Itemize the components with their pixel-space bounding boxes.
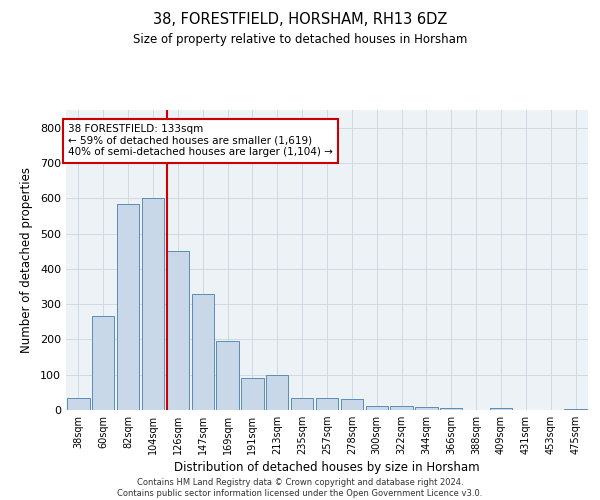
Bar — [191, 294, 214, 410]
Bar — [241, 378, 263, 410]
Y-axis label: Number of detached properties: Number of detached properties — [20, 167, 33, 353]
Text: Contains HM Land Registry data © Crown copyright and database right 2024.
Contai: Contains HM Land Registry data © Crown c… — [118, 478, 482, 498]
Text: 38 FORESTFIELD: 133sqm
← 59% of detached houses are smaller (1,619)
40% of semi-: 38 FORESTFIELD: 133sqm ← 59% of detached… — [68, 124, 333, 158]
Bar — [415, 407, 437, 410]
Bar — [117, 204, 139, 410]
Bar — [217, 341, 239, 410]
Bar — [365, 406, 388, 410]
Bar — [167, 251, 189, 410]
Bar — [266, 374, 289, 410]
Bar — [92, 316, 115, 410]
Bar — [440, 408, 463, 410]
Bar — [67, 398, 89, 410]
X-axis label: Distribution of detached houses by size in Horsham: Distribution of detached houses by size … — [174, 462, 480, 474]
Bar — [316, 398, 338, 410]
Bar — [142, 198, 164, 410]
Text: Size of property relative to detached houses in Horsham: Size of property relative to detached ho… — [133, 32, 467, 46]
Bar — [490, 408, 512, 410]
Bar — [391, 406, 413, 410]
Bar — [341, 400, 363, 410]
Text: 38, FORESTFIELD, HORSHAM, RH13 6DZ: 38, FORESTFIELD, HORSHAM, RH13 6DZ — [153, 12, 447, 28]
Bar — [291, 398, 313, 410]
